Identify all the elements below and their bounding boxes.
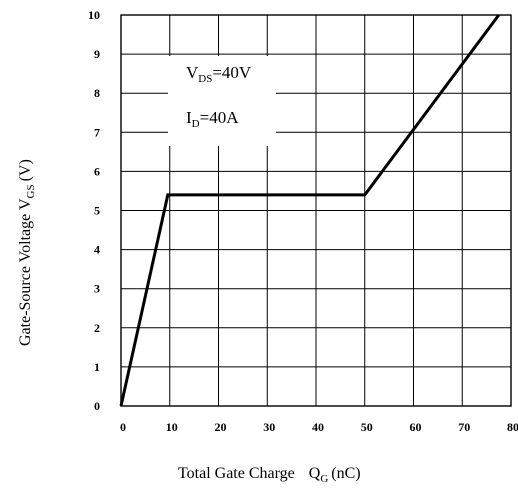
y-axis-title: Gate-Source Voltage VGS(V) [17, 159, 37, 346]
y-tick-labels: 0 1 2 3 4 5 6 7 8 9 10 [88, 8, 100, 413]
annotation-vds: VDS=40V [186, 63, 252, 85]
y-tick-label: 3 [94, 282, 100, 296]
y-tick-label: 9 [94, 47, 100, 61]
series-line-vgs [119, 14, 501, 407]
x-axis-title: Total Gate Charge QG (nC) [178, 465, 361, 485]
y-tick-label: 8 [94, 86, 100, 100]
x-tick-label: 30 [263, 420, 275, 434]
y-tick-label: 7 [94, 125, 100, 139]
x-tick-label: 50 [361, 420, 373, 434]
x-tick-label: 60 [410, 420, 422, 434]
x-tick-label: 80 [507, 420, 518, 434]
grid-lines [120, 14, 512, 407]
annotation-id: ID=40A [186, 108, 239, 130]
x-tick-label: 20 [215, 420, 227, 434]
y-tick-label: 4 [94, 243, 100, 257]
x-tick-label: 0 [120, 420, 126, 434]
x-tick-label: 10 [166, 420, 178, 434]
annotation-box [168, 56, 276, 146]
x-tick-labels: 0 10 20 30 40 50 60 70 80 [120, 420, 518, 434]
y-tick-label: 10 [88, 8, 100, 22]
plot-frame [120, 14, 512, 407]
y-tick-label: 1 [94, 360, 100, 374]
y-tick-label: 2 [94, 321, 100, 335]
y-tick-label: 6 [94, 164, 100, 178]
y-tick-label: 0 [94, 399, 100, 413]
x-tick-label: 70 [458, 420, 470, 434]
y-tick-label: 5 [94, 204, 100, 218]
x-tick-label: 40 [312, 420, 324, 434]
